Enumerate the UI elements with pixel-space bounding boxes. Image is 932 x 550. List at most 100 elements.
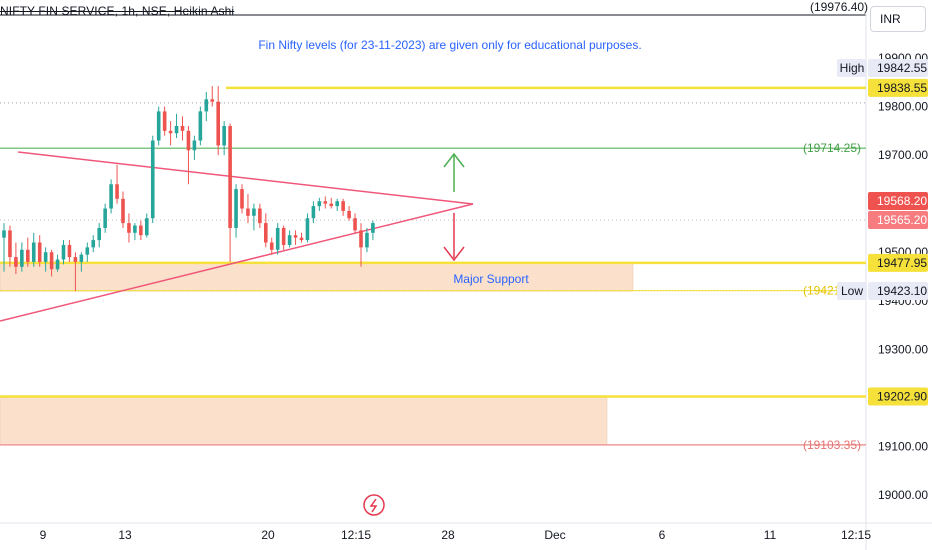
marker-price-label: 19423.10 bbox=[877, 284, 927, 298]
x-tick-label: 12:15 bbox=[841, 528, 871, 542]
candle-body bbox=[14, 257, 18, 267]
down-arrow-icon bbox=[443, 213, 465, 262]
x-tick-label: 6 bbox=[659, 528, 666, 542]
candle-body bbox=[103, 208, 107, 228]
x-tick-label: 13 bbox=[118, 528, 132, 542]
currency-selector[interactable]: INR bbox=[870, 6, 926, 32]
chart-title: NIFTY FIN SERVICE, 1h, NSE, Heikin Ashi bbox=[0, 4, 235, 18]
candle-body bbox=[61, 244, 66, 260]
x-tick-label: Dec bbox=[544, 528, 565, 542]
candle-body bbox=[67, 244, 72, 258]
candle-body bbox=[198, 111, 203, 141]
candle-body bbox=[37, 242, 42, 262]
x-tick-label: 28 bbox=[441, 528, 455, 542]
marker-tag-label: High bbox=[840, 61, 865, 75]
triangle-lower-trendline bbox=[0, 203, 474, 322]
level-price-label: (19714.25) bbox=[803, 141, 861, 155]
candles-layer bbox=[2, 86, 375, 292]
candle-body bbox=[186, 130, 191, 151]
level-price-label: 19838.55 bbox=[877, 81, 927, 95]
x-tick-label: 9 bbox=[40, 528, 47, 542]
candle-body bbox=[133, 225, 137, 233]
candle-body bbox=[162, 111, 167, 131]
triangle-pattern bbox=[0, 151, 474, 322]
candle-body bbox=[329, 203, 334, 207]
candle-body bbox=[2, 230, 6, 238]
candle-body bbox=[73, 257, 78, 262]
marker-price-tag bbox=[868, 282, 928, 300]
candle-body bbox=[31, 242, 36, 262]
candle-body bbox=[264, 223, 268, 243]
candle-body bbox=[234, 189, 238, 228]
y-tick-label: 19000.00 bbox=[878, 488, 928, 502]
candle-body bbox=[317, 201, 322, 207]
candle-body bbox=[192, 140, 197, 151]
candle-body bbox=[49, 252, 54, 270]
candle-body bbox=[109, 184, 113, 209]
candle-body bbox=[359, 230, 363, 248]
candle-body bbox=[347, 210, 351, 219]
candle-body bbox=[156, 111, 161, 141]
candle-body bbox=[210, 99, 215, 102]
support-zone-2 bbox=[0, 396, 608, 446]
candle-body bbox=[311, 206, 316, 219]
marker-price-tag bbox=[868, 192, 928, 210]
candle-body bbox=[43, 252, 48, 262]
candle-body bbox=[371, 223, 375, 233]
marker-price-label: 19565.20 bbox=[877, 213, 927, 227]
marker-tag-label: Low bbox=[841, 284, 863, 298]
marker-price-label: 19568.20 bbox=[877, 194, 927, 208]
candle-body bbox=[216, 101, 220, 146]
candle-body bbox=[97, 227, 101, 241]
candle-body bbox=[127, 223, 131, 233]
candle-body bbox=[8, 230, 12, 258]
x-tick-label: 11 bbox=[764, 528, 777, 542]
major-support-label: Major Support bbox=[453, 272, 529, 286]
level-price-tag bbox=[868, 387, 928, 406]
candle-body bbox=[174, 125, 179, 134]
up-arrow-icon bbox=[443, 152, 465, 192]
candle-body bbox=[150, 140, 155, 219]
candle-body bbox=[281, 227, 286, 245]
candle-body bbox=[79, 254, 84, 262]
candle-body bbox=[335, 201, 339, 207]
candle-body bbox=[275, 227, 280, 250]
educational-note: Fin Nifty levels (for 23-11-2023) are gi… bbox=[258, 38, 641, 52]
axes-layer: 19900.0019800.0019700.0019600.0019500.00… bbox=[40, 51, 929, 542]
candle-body bbox=[168, 130, 173, 134]
x-tick-label: 20 bbox=[261, 528, 275, 542]
y-tick-label: 19100.00 bbox=[878, 439, 928, 453]
annotation-layer: Fin Nifty levels (for 23-11-2023) are gi… bbox=[258, 38, 641, 286]
candle-body bbox=[55, 259, 60, 270]
marker-tag-box bbox=[837, 282, 867, 300]
candle-body bbox=[228, 125, 232, 228]
x-tick-label: 12:15 bbox=[341, 528, 371, 542]
arrows-layer bbox=[443, 152, 465, 262]
level-price-tag bbox=[868, 78, 928, 97]
candle-body bbox=[252, 208, 256, 216]
candle-body bbox=[26, 249, 30, 262]
candle-body bbox=[293, 235, 298, 238]
candle-body bbox=[180, 125, 185, 131]
candle-body bbox=[204, 99, 209, 112]
candle-body bbox=[246, 208, 250, 216]
level-price-label: 19477.95 bbox=[877, 256, 927, 270]
candle-body bbox=[269, 242, 274, 250]
marker-price-label: 19842.55 bbox=[877, 61, 927, 75]
candle-body bbox=[287, 235, 292, 245]
candle-body bbox=[115, 184, 119, 199]
top-value-label: (19976.40) bbox=[808, 0, 871, 14]
flash-icon[interactable] bbox=[363, 494, 385, 516]
marker-price-tag bbox=[868, 59, 928, 77]
candle-body bbox=[240, 189, 244, 209]
marker-price-tag bbox=[868, 211, 928, 229]
level-price-label: (19103.35) bbox=[803, 438, 861, 452]
candle-body bbox=[258, 208, 262, 224]
candle-body bbox=[145, 218, 149, 236]
y-tick-label: 19300.00 bbox=[878, 342, 928, 356]
marker-tag-box bbox=[837, 59, 867, 77]
candle-body bbox=[305, 218, 310, 241]
candle-body bbox=[353, 218, 357, 231]
